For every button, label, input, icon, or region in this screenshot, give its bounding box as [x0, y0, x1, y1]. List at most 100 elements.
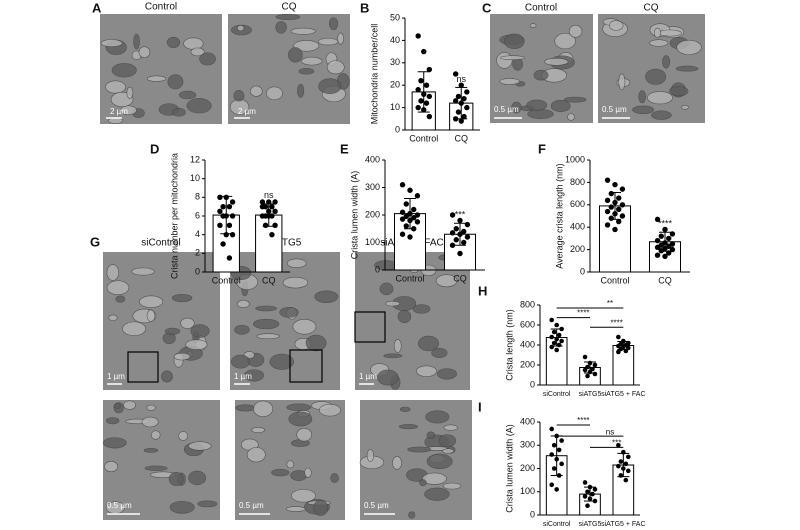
organelle [178, 90, 197, 100]
organelle [618, 73, 626, 91]
data-point [457, 250, 463, 257]
organelle [275, 21, 287, 34]
data-point [407, 217, 413, 224]
organelle [108, 314, 118, 322]
data-point [623, 477, 629, 483]
organelle [422, 472, 447, 485]
data-point [229, 199, 236, 205]
data-point [421, 107, 427, 113]
organelle [236, 299, 250, 309]
organelle [511, 101, 522, 114]
data-point [592, 498, 598, 504]
scale-label: 0.5 µm [494, 105, 519, 114]
organelle [106, 280, 130, 296]
organelle [185, 339, 208, 350]
data-point [585, 489, 590, 495]
organelle [499, 78, 520, 85]
organelle [304, 467, 312, 478]
data-point [414, 212, 421, 218]
data-point [226, 203, 233, 210]
data-point [549, 334, 555, 340]
data-point [453, 226, 459, 232]
data-point [587, 369, 593, 375]
organelle [398, 424, 419, 430]
data-point [551, 442, 557, 448]
organelle [199, 52, 216, 66]
organelle [146, 75, 167, 82]
y-tick-label: 400 [520, 339, 535, 349]
organelle [317, 37, 339, 46]
data-point [426, 93, 433, 100]
y-tick-label: 100 [365, 237, 380, 247]
organelle [437, 368, 457, 380]
organelle [290, 27, 316, 35]
organelle [533, 69, 549, 81]
data-point [608, 190, 614, 197]
scale-bars [106, 117, 630, 515]
y-tick-label: 600 [570, 199, 585, 209]
organelle [188, 441, 212, 451]
organelle [416, 365, 437, 377]
organelle [253, 400, 274, 418]
x-tick-label: CQ [455, 133, 469, 143]
organelle [287, 47, 303, 63]
data-point [554, 487, 559, 492]
data-point [662, 226, 668, 233]
organelle [426, 431, 436, 439]
data-point [592, 371, 598, 377]
organelle [527, 109, 554, 120]
x-tick-label: siATG5 + FAC [601, 521, 645, 528]
scale-label: 0.5 µm [239, 501, 264, 510]
organelle [442, 482, 462, 490]
y-tick-label: 12 [190, 154, 200, 164]
organelle [669, 86, 689, 97]
significance-label: **** [658, 219, 673, 229]
data-point [559, 438, 564, 443]
data-point [616, 195, 622, 201]
data-point [464, 221, 471, 228]
organelle [418, 335, 440, 352]
organelle [609, 20, 624, 31]
data-point [411, 226, 417, 232]
organelle [408, 511, 416, 519]
organelle [111, 63, 137, 78]
data-point [582, 354, 588, 360]
data-point [612, 211, 618, 217]
significance-label: *** [612, 438, 621, 447]
organelle [550, 99, 571, 113]
organelle [275, 14, 301, 21]
organelle [385, 300, 401, 307]
y-axis-label: Crista length (nm) [504, 309, 514, 381]
scale-label: 2 µm [238, 107, 256, 116]
data-point [217, 222, 223, 229]
y-tick-label: 10 [390, 102, 400, 112]
data-point [464, 89, 470, 95]
bar [612, 345, 635, 386]
organelle [397, 309, 412, 323]
y-tick-label: 800 [520, 299, 535, 309]
organelle [662, 55, 671, 69]
organelle [337, 32, 345, 45]
inset-box [127, 351, 159, 383]
panel-letter: C [482, 0, 492, 15]
organelle [512, 57, 523, 71]
chart: F Average crista length (nm) 0 200 400 600 800… [538, 141, 690, 285]
organelle [122, 321, 147, 336]
data-point [549, 452, 555, 457]
panel-label: siControl [141, 238, 180, 249]
panel-letter: B [360, 0, 369, 15]
organelle [431, 347, 448, 358]
organelle [426, 453, 453, 470]
data-point [618, 459, 624, 464]
organelle [314, 290, 339, 303]
data-point [556, 332, 562, 338]
data-point [592, 362, 598, 368]
organelle [286, 258, 307, 268]
panel-label: CQ [644, 3, 659, 14]
organelle [529, 23, 537, 28]
data-point [458, 100, 464, 106]
data-point [549, 317, 555, 323]
organelle [379, 282, 394, 296]
x-tick-label: siATG5 + FAC [601, 391, 645, 398]
data-point [669, 246, 676, 253]
